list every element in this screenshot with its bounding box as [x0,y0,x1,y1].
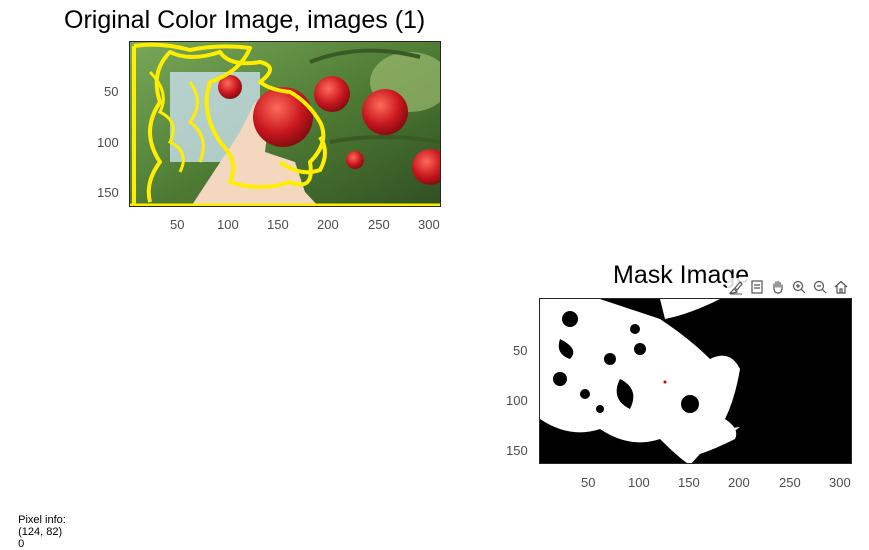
brush-icon[interactable] [727,278,745,296]
pixel-info-coords: (124, 82) [18,526,63,538]
axes-toolbar [727,278,850,296]
x-tick-label: 100 [628,475,650,490]
pixel-info-status: Pixel info: (124, 82) 0 [12,502,66,550]
mask-title: Mask Image [613,261,750,289]
x-tick-label: 200 [728,475,750,490]
x-tick-label: 100 [217,217,239,232]
original-image-axes[interactable] [129,41,441,207]
x-tick-label: 150 [267,217,289,232]
zoom-in-icon[interactable] [790,278,808,296]
mask-image-axes[interactable] [539,298,852,464]
home-icon[interactable] [832,278,850,296]
x-tick-label: 300 [418,217,440,232]
y-tick-label: 50 [513,343,528,358]
x-tick-label: 300 [829,475,851,490]
x-tick-label: 50 [170,217,185,232]
x-tick-label: 250 [779,475,801,490]
pixel-info-label: Pixel info: [18,514,66,526]
y-tick-label: 100 [506,393,528,408]
data-tip-icon[interactable] [748,278,766,296]
y-tick-label: 150 [97,185,119,200]
zoom-out-icon[interactable] [811,278,829,296]
pan-hand-icon[interactable] [769,278,787,296]
image-title: Original Color Image, images (1) [64,6,426,34]
y-tick-label: 50 [104,84,119,99]
mask-image [540,299,851,463]
x-tick-label: 250 [368,217,390,232]
cursor-marker [663,380,667,384]
x-tick-label: 150 [678,475,700,490]
y-tick-label: 100 [97,135,119,150]
x-tick-label: 50 [581,475,596,490]
original-color-image [130,42,440,206]
x-tick-label: 200 [317,217,339,232]
y-tick-label: 150 [506,443,528,458]
boundary-overlay [132,42,326,206]
pixel-info-value: 0 [18,538,25,550]
